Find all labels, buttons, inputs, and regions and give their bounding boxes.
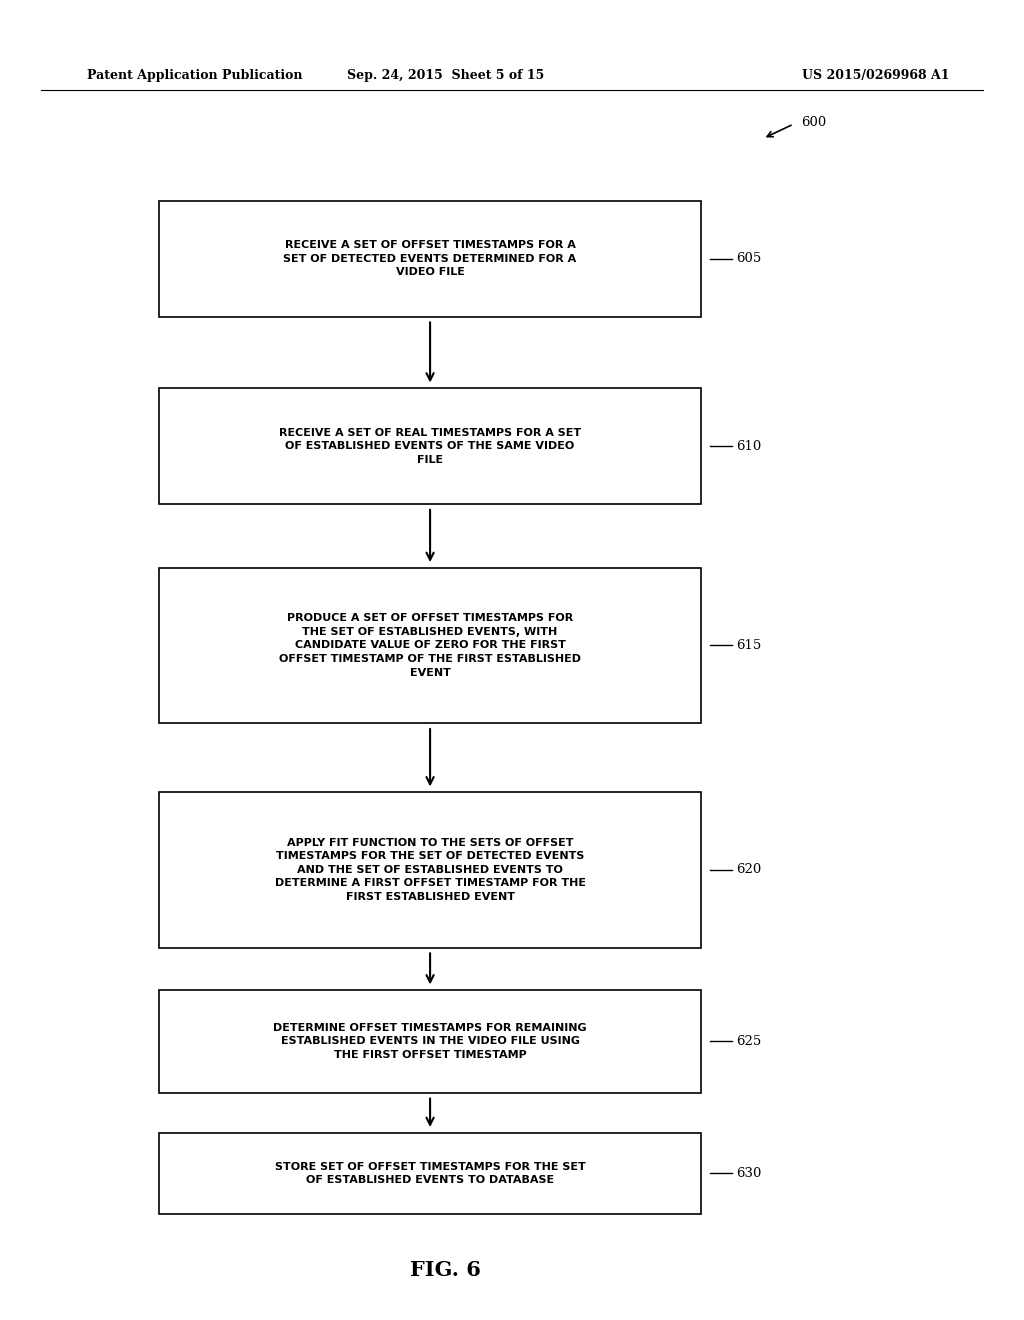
Text: PRODUCE A SET OF OFFSET TIMESTAMPS FOR
THE SET OF ESTABLISHED EVENTS, WITH
CANDI: PRODUCE A SET OF OFFSET TIMESTAMPS FOR T… [280, 614, 581, 677]
FancyBboxPatch shape [159, 201, 701, 317]
FancyBboxPatch shape [159, 1133, 701, 1214]
Text: APPLY FIT FUNCTION TO THE SETS OF OFFSET
TIMESTAMPS FOR THE SET OF DETECTED EVEN: APPLY FIT FUNCTION TO THE SETS OF OFFSET… [274, 838, 586, 902]
FancyBboxPatch shape [159, 568, 701, 723]
Text: RECEIVE A SET OF REAL TIMESTAMPS FOR A SET
OF ESTABLISHED EVENTS OF THE SAME VID: RECEIVE A SET OF REAL TIMESTAMPS FOR A S… [279, 428, 582, 465]
Text: 600: 600 [801, 116, 826, 129]
Text: 610: 610 [736, 440, 762, 453]
Text: US 2015/0269968 A1: US 2015/0269968 A1 [802, 69, 949, 82]
Text: RECEIVE A SET OF OFFSET TIMESTAMPS FOR A
SET OF DETECTED EVENTS DETERMINED FOR A: RECEIVE A SET OF OFFSET TIMESTAMPS FOR A… [284, 240, 577, 277]
FancyBboxPatch shape [159, 792, 701, 948]
Text: Patent Application Publication: Patent Application Publication [87, 69, 302, 82]
FancyBboxPatch shape [159, 388, 701, 504]
Text: 615: 615 [736, 639, 762, 652]
Text: DETERMINE OFFSET TIMESTAMPS FOR REMAINING
ESTABLISHED EVENTS IN THE VIDEO FILE U: DETERMINE OFFSET TIMESTAMPS FOR REMAININ… [273, 1023, 587, 1060]
Text: FIG. 6: FIG. 6 [410, 1259, 481, 1280]
Text: STORE SET OF OFFSET TIMESTAMPS FOR THE SET
OF ESTABLISHED EVENTS TO DATABASE: STORE SET OF OFFSET TIMESTAMPS FOR THE S… [274, 1162, 586, 1185]
Text: 605: 605 [736, 252, 762, 265]
Text: 620: 620 [736, 863, 762, 876]
Text: 630: 630 [736, 1167, 762, 1180]
Text: 625: 625 [736, 1035, 762, 1048]
Text: Sep. 24, 2015  Sheet 5 of 15: Sep. 24, 2015 Sheet 5 of 15 [347, 69, 544, 82]
FancyBboxPatch shape [159, 990, 701, 1093]
